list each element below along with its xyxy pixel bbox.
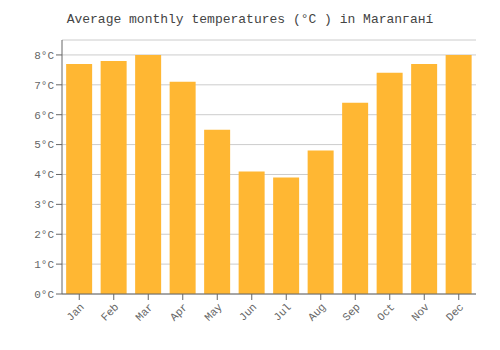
svg-text:8°C: 8°C xyxy=(34,50,54,62)
svg-text:1°C: 1°C xyxy=(34,259,54,271)
svg-text:7°C: 7°C xyxy=(34,80,54,92)
svg-text:May: May xyxy=(202,301,225,324)
svg-text:Nov: Nov xyxy=(409,301,432,324)
svg-text:5°C: 5°C xyxy=(34,139,54,151)
svg-text:Jan: Jan xyxy=(64,301,86,323)
svg-text:Oct: Oct xyxy=(375,301,397,323)
svg-text:Jul: Jul xyxy=(271,301,293,323)
html-text:Average monthly temperatures (: Average monthly temperatures (°C ) in Ma… xyxy=(66,12,434,27)
svg-text:Apr: Apr xyxy=(168,301,190,323)
svg-text:4°C: 4°C xyxy=(34,169,54,181)
svg-text:0°C: 0°C xyxy=(34,289,54,301)
svg-text:Mar: Mar xyxy=(133,301,155,323)
svg-text:6°C: 6°C xyxy=(34,110,54,122)
svg-text:3°C: 3°C xyxy=(34,199,54,211)
svg-text:Feb: Feb xyxy=(99,301,121,323)
svg-text:Jun: Jun xyxy=(237,301,259,323)
svg-text:2°C: 2°C xyxy=(34,229,54,241)
svg-text:Dec: Dec xyxy=(444,301,466,323)
svg-text:Sep: Sep xyxy=(340,301,362,323)
svg-text:Aug: Aug xyxy=(306,301,328,323)
